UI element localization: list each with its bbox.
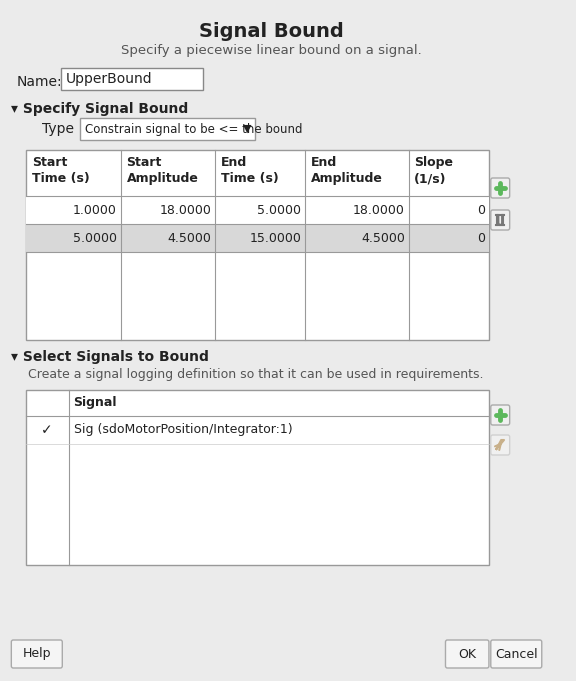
Text: ▾ Specify Signal Bound: ▾ Specify Signal Bound	[12, 102, 188, 116]
Text: Slope: Slope	[414, 156, 453, 169]
Text: Start: Start	[32, 156, 67, 169]
Text: 4.5000: 4.5000	[361, 232, 405, 244]
Text: Help: Help	[22, 648, 51, 661]
Text: Type: Type	[43, 122, 74, 136]
FancyBboxPatch shape	[491, 405, 510, 425]
Bar	[62, 68, 203, 90]
Bar	[26, 196, 489, 224]
Bar	[26, 224, 489, 252]
Text: ▾ Select Signals to Bound: ▾ Select Signals to Bound	[12, 350, 209, 364]
Text: Start: Start	[127, 156, 162, 169]
Bar	[80, 118, 255, 140]
Text: Amplitude: Amplitude	[310, 172, 382, 185]
FancyBboxPatch shape	[445, 640, 489, 668]
Text: 1.0000: 1.0000	[73, 204, 117, 217]
Text: 0: 0	[477, 204, 485, 217]
Text: End: End	[310, 156, 337, 169]
Text: ▼: ▼	[243, 124, 252, 134]
FancyBboxPatch shape	[491, 210, 510, 230]
Text: 18.0000: 18.0000	[160, 204, 211, 217]
Text: 4.5000: 4.5000	[168, 232, 211, 244]
Text: Signal Bound: Signal Bound	[199, 22, 344, 41]
FancyBboxPatch shape	[491, 640, 542, 668]
Text: OK: OK	[458, 648, 476, 661]
FancyBboxPatch shape	[12, 640, 62, 668]
Text: Name:: Name:	[17, 75, 63, 89]
Text: 15.0000: 15.0000	[249, 232, 301, 244]
Text: Time (s): Time (s)	[221, 172, 279, 185]
Text: Signal: Signal	[74, 396, 117, 409]
Text: Time (s): Time (s)	[32, 172, 90, 185]
Text: UpperBound: UpperBound	[66, 72, 153, 86]
Text: 5.0000: 5.0000	[73, 232, 117, 244]
Bar	[26, 390, 489, 565]
Text: Amplitude: Amplitude	[127, 172, 198, 185]
Text: Constrain signal to be <= the bound: Constrain signal to be <= the bound	[85, 123, 302, 136]
Text: 0: 0	[477, 232, 485, 244]
FancyBboxPatch shape	[491, 435, 510, 455]
FancyBboxPatch shape	[491, 178, 510, 198]
Text: 18.0000: 18.0000	[353, 204, 405, 217]
Text: (1/s): (1/s)	[414, 172, 447, 185]
Text: Sig (sdoMotorPosition/Integrator:1): Sig (sdoMotorPosition/Integrator:1)	[74, 424, 292, 437]
Text: End: End	[221, 156, 247, 169]
Text: Cancel: Cancel	[495, 648, 537, 661]
Text: ✓: ✓	[41, 423, 53, 437]
Bar	[26, 150, 489, 340]
Text: Create a signal logging definition so that it can be used in requirements.: Create a signal logging definition so th…	[28, 368, 484, 381]
Text: Specify a piecewise linear bound on a signal.: Specify a piecewise linear bound on a si…	[122, 44, 422, 57]
Text: 5.0000: 5.0000	[257, 204, 301, 217]
